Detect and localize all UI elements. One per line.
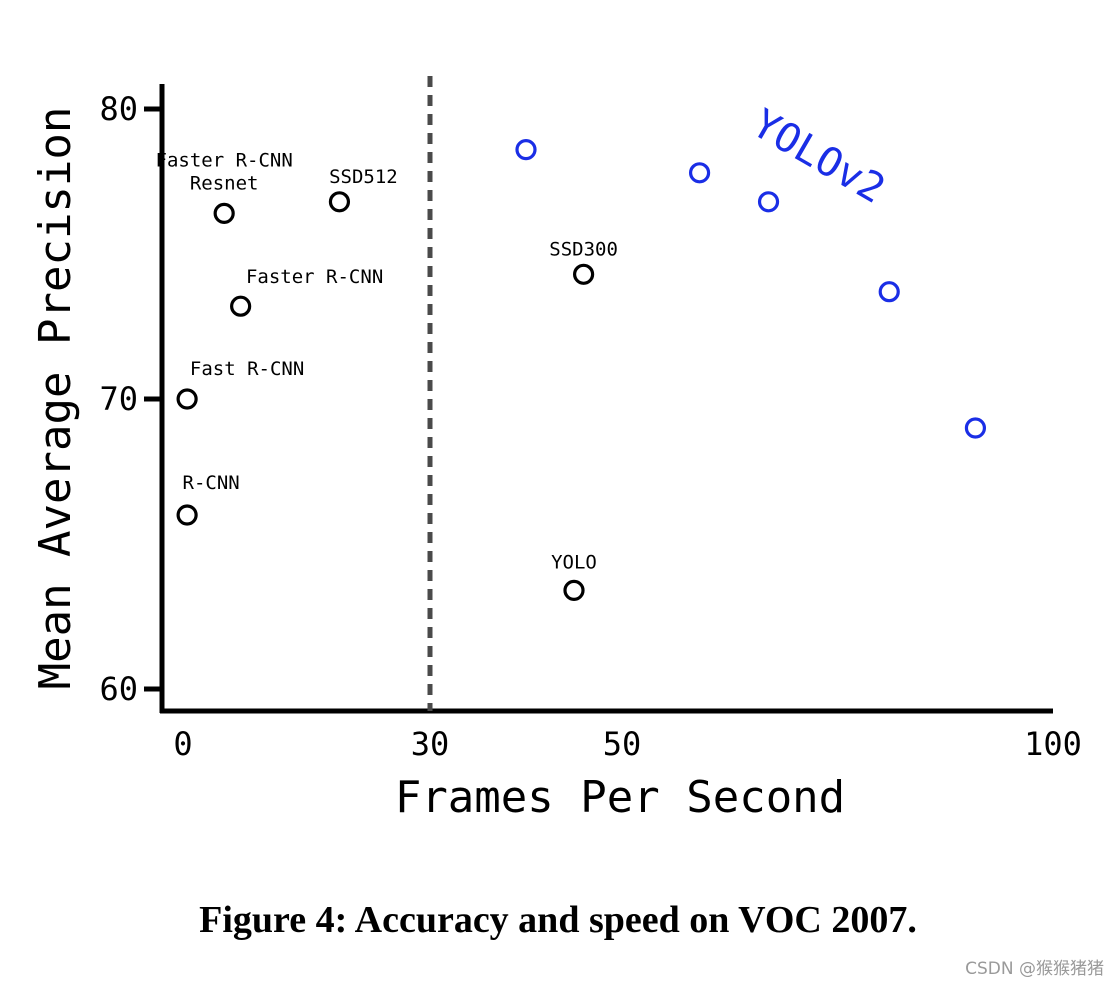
- x-tick-label: 50: [603, 725, 642, 763]
- detector-point: [328, 191, 351, 213]
- scatter-chart: 60 70 80 0 30 50 100 Frames Per Second Mean Aver…: [30, 76, 1082, 823]
- detector-point: [176, 388, 198, 410]
- x-tick-label: 30: [411, 725, 450, 763]
- point-label: Faster R-CNN: [246, 266, 383, 288]
- x-tick-label: 0: [173, 725, 192, 763]
- yolov2-point: [878, 281, 900, 303]
- point-label: SSD512: [329, 166, 398, 188]
- point-label: R-CNN: [183, 472, 240, 494]
- y-tick-label: 60: [99, 670, 138, 708]
- point-label: YOLO: [551, 551, 597, 573]
- point-label: SSD300: [549, 238, 618, 260]
- detector-point: [230, 295, 252, 317]
- yolov2-point: [964, 417, 987, 439]
- watermark: CSDN @猴猴猪猪: [965, 959, 1104, 979]
- figure-caption: Figure 4: Accuracy and speed on VOC 2007…: [0, 898, 1116, 942]
- yolov2-point: [515, 139, 537, 161]
- y-tick-label: 70: [99, 380, 138, 418]
- y-axis-title: Mean Average Precision: [30, 107, 81, 690]
- axes: 60 70 80 0 30 50 100 Frames Per Second Mean Aver…: [30, 76, 1082, 823]
- detector-point: [176, 504, 198, 526]
- yolov2-point: [688, 162, 711, 184]
- data-marks: R-CNN Fast R-CNN Faster R-CNN Faster R-CNN R…: [156, 101, 987, 602]
- figure-number: Figure 4:: [199, 899, 348, 941]
- detector-point: [563, 579, 585, 602]
- x-axis-title: Frames Per Second: [395, 772, 845, 823]
- point-label: Faster R-CNN Resnet: [156, 149, 293, 194]
- caption-text: Accuracy and speed on VOC 2007.: [354, 899, 917, 941]
- y-tick-label: 80: [99, 90, 138, 128]
- detector-point: [213, 202, 235, 224]
- point-label: Fast R-CNN: [190, 358, 304, 380]
- detector-point: [572, 263, 595, 285]
- x-tick-label: 100: [1024, 725, 1082, 763]
- yolov2-point: [757, 191, 780, 213]
